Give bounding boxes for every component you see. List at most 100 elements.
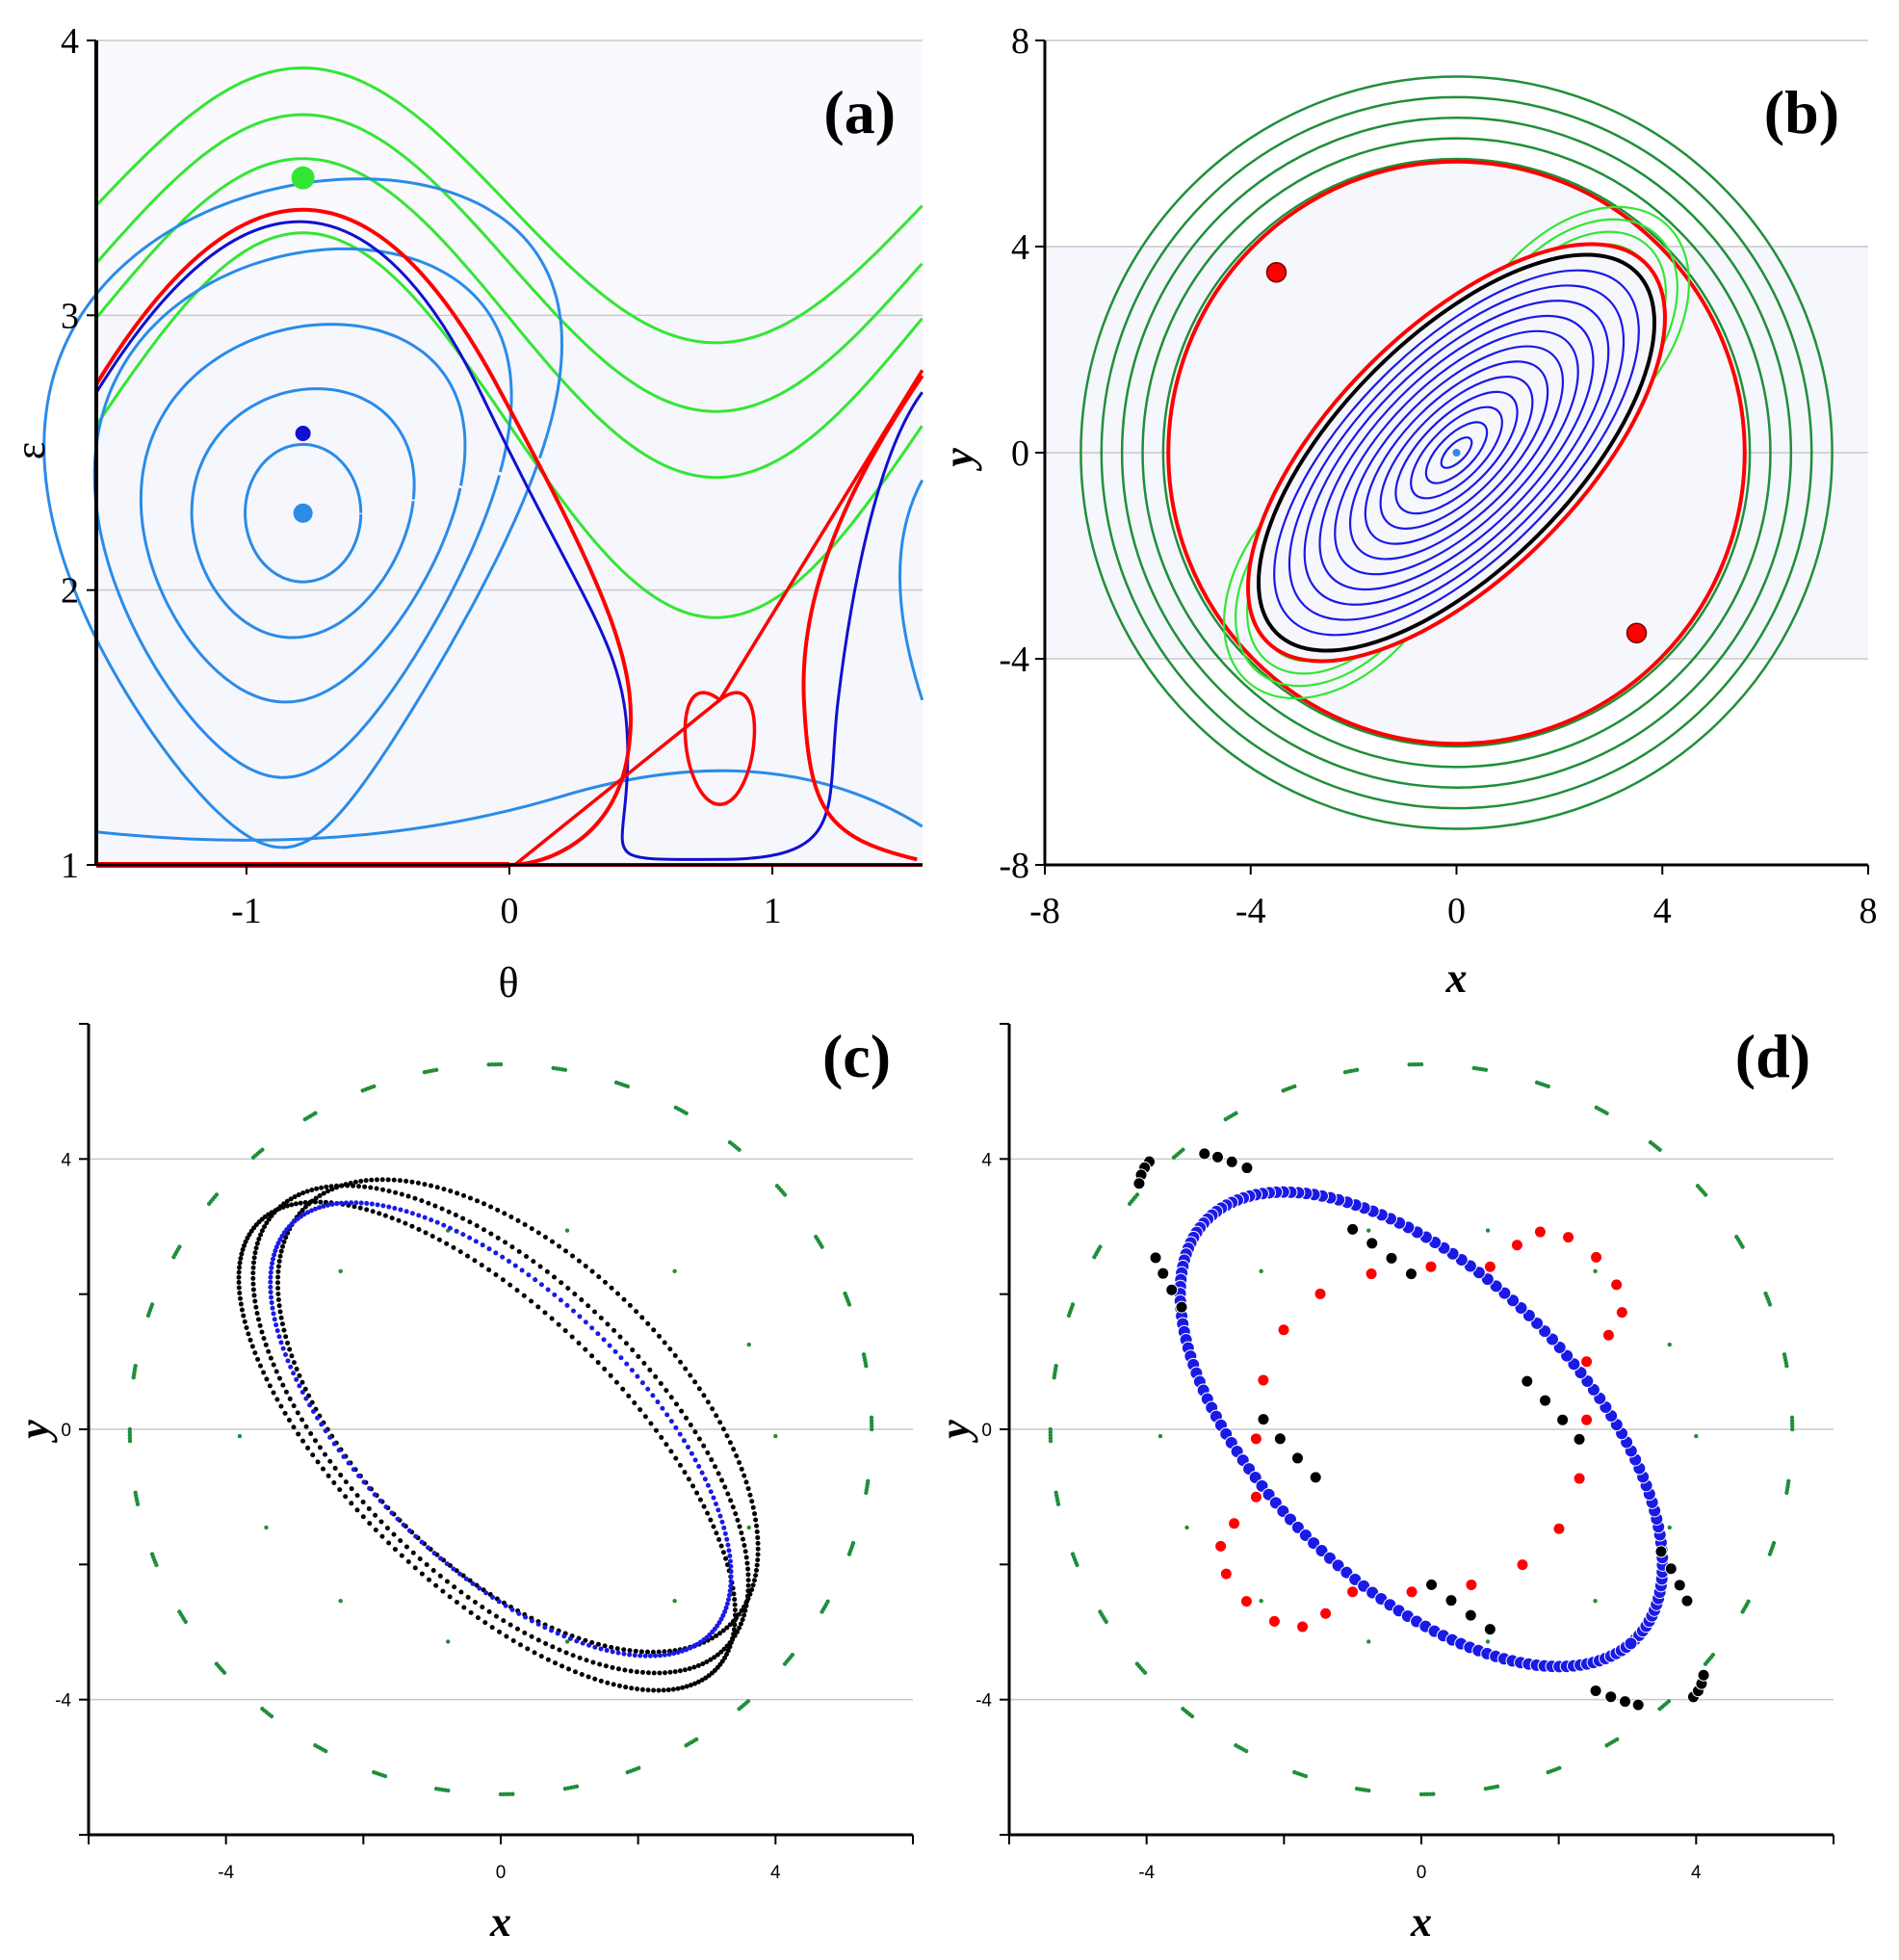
data-point — [302, 1204, 308, 1210]
data-point — [486, 1267, 492, 1272]
data-point — [389, 1215, 395, 1221]
data-point — [252, 1298, 258, 1304]
panel-a: -1 0 1 1 2 3 4 θ ε (a) — [7, 21, 924, 1006]
data-point — [1410, 1062, 1415, 1067]
data-point — [569, 1253, 575, 1259]
data-point — [611, 1327, 617, 1333]
data-point — [251, 1260, 257, 1266]
data-point — [1229, 1518, 1240, 1529]
data-point — [579, 1297, 585, 1303]
data-point — [272, 1317, 277, 1322]
fixed-point — [1265, 262, 1288, 283]
data-point — [1066, 1313, 1072, 1319]
data-point — [378, 1519, 384, 1525]
data-point — [396, 1217, 402, 1223]
data-point — [1175, 1300, 1188, 1314]
data-point — [724, 1625, 730, 1631]
data-point — [602, 1643, 608, 1649]
data-point — [543, 1640, 549, 1646]
data-point — [221, 1670, 227, 1675]
data-point — [510, 1791, 515, 1796]
data-point — [331, 1441, 337, 1447]
data-point — [595, 1360, 601, 1366]
data-point — [358, 1178, 364, 1184]
data-point — [261, 1336, 267, 1342]
data-point — [1786, 1478, 1791, 1484]
data-point — [1581, 1414, 1593, 1425]
data-point — [728, 1583, 734, 1589]
data-point — [705, 1399, 711, 1405]
data-point — [623, 1341, 629, 1346]
data-point — [1616, 1307, 1627, 1319]
data-point — [535, 1621, 541, 1627]
data-point — [1142, 1670, 1148, 1675]
outer-circle — [1141, 137, 1772, 769]
data-point — [263, 1342, 269, 1347]
data-point — [645, 1386, 651, 1392]
data-point — [280, 1382, 286, 1388]
data-point — [745, 1566, 751, 1572]
data-point — [583, 1264, 588, 1269]
data-point — [486, 1062, 491, 1067]
data-point — [665, 1687, 671, 1693]
data-point — [206, 1201, 212, 1207]
data-point — [605, 1321, 611, 1327]
data-point — [467, 1219, 473, 1225]
data-point — [663, 1670, 668, 1676]
data-point — [360, 1500, 366, 1505]
data-point — [608, 1372, 613, 1378]
data-point — [532, 1650, 537, 1656]
data-point — [648, 1421, 654, 1426]
data-point — [417, 1555, 423, 1561]
data-point — [705, 1482, 711, 1488]
data-point — [416, 1213, 422, 1218]
data-point — [745, 1596, 751, 1602]
data-point — [1534, 1226, 1546, 1238]
data-point — [1055, 1502, 1061, 1506]
data-point — [516, 1610, 522, 1616]
data-point — [483, 1590, 489, 1596]
data-point — [545, 1657, 551, 1662]
data-point — [416, 1226, 422, 1232]
data-point — [745, 1578, 751, 1583]
data-point — [270, 1261, 275, 1267]
data-point — [529, 1226, 534, 1232]
data-point — [261, 1370, 267, 1375]
data-point — [308, 1208, 314, 1214]
panel-c: -4 0 4 -4 0 4 x y (c) — [11, 1022, 914, 1946]
data-point — [454, 1228, 459, 1234]
data-point — [1673, 1579, 1686, 1592]
y-tick-label: -4 — [976, 1691, 992, 1712]
data-point — [1425, 1578, 1439, 1591]
data-point — [1127, 1201, 1132, 1207]
y-tick-label: 4 — [61, 21, 79, 62]
data-point — [714, 1633, 719, 1638]
data-point — [338, 1598, 343, 1604]
data-point — [346, 1460, 351, 1466]
data-point — [704, 1659, 710, 1664]
data-point — [1257, 1413, 1270, 1426]
data-point — [563, 1650, 569, 1656]
data-point — [368, 1185, 374, 1190]
data-point — [412, 1565, 418, 1571]
data-point — [243, 1239, 248, 1244]
data-point — [635, 1686, 640, 1692]
data-point — [745, 1699, 751, 1704]
data-point — [1431, 1791, 1436, 1796]
data-point — [732, 1607, 738, 1613]
x-tick-label: 0 — [1447, 891, 1466, 931]
data-point — [292, 1194, 298, 1200]
data-point — [741, 1473, 747, 1478]
outer-circle — [1120, 117, 1793, 789]
data-point — [251, 1255, 257, 1261]
data-point — [332, 1465, 338, 1471]
data-point — [302, 1386, 308, 1392]
outer-curve — [94, 65, 923, 345]
data-point — [739, 1466, 744, 1472]
data-point — [297, 1372, 302, 1378]
data-point — [1694, 1433, 1699, 1439]
data-point — [498, 1791, 504, 1797]
data-point — [672, 1268, 677, 1274]
data-point — [241, 1313, 247, 1319]
data-point — [535, 1230, 541, 1236]
